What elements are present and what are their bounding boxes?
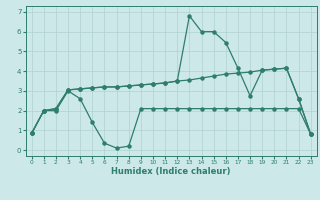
- X-axis label: Humidex (Indice chaleur): Humidex (Indice chaleur): [111, 167, 231, 176]
